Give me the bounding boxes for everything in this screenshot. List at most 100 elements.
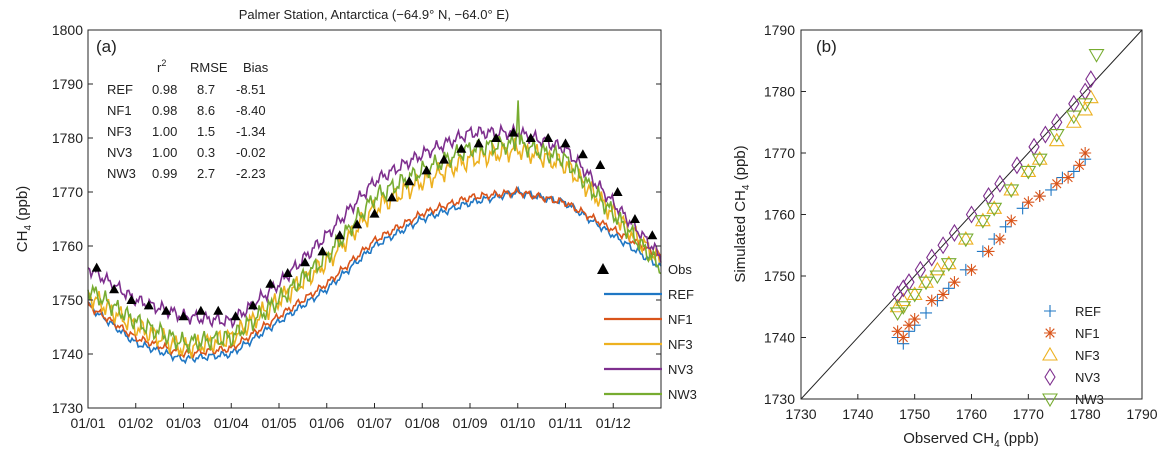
panel-b-one-to-one-line <box>800 29 1143 400</box>
panel-b-point-nw3 <box>1003 184 1020 198</box>
stats-cell: 0.3 <box>197 145 215 160</box>
panel-b-x-tick-label: 1780 <box>1070 406 1101 422</box>
panel-a-obs-marker <box>178 311 189 321</box>
panel-b-point-nf3 <box>1020 163 1037 177</box>
panel-a-obs-marker <box>161 305 172 315</box>
panel-a-obs-marker <box>491 133 502 142</box>
panel-b-point-nv3 <box>937 236 949 255</box>
legend-obs-label: Obs <box>668 262 692 277</box>
panel-a-y-tick-label: 1750 <box>52 292 83 308</box>
panel-b-point-nw3 <box>940 258 957 272</box>
panel-b-x-label-unit: (ppb) <box>1000 430 1039 447</box>
panel-a-x-tick-label: 01/06 <box>309 415 344 431</box>
panel-b-scatter-points <box>889 49 1105 350</box>
panel-b-point-nf3 <box>940 255 957 270</box>
panel-b-y-label-main: Simulated CH <box>732 190 749 283</box>
panel-a-x-tick-label: 01/07 <box>357 415 392 431</box>
stats-cell: NV3 <box>107 145 132 160</box>
panel-a-obs-marker <box>577 149 588 159</box>
legend-b-label-nw3: NW3 <box>1075 392 1104 407</box>
panel-b-point-nf3 <box>1048 132 1065 147</box>
panel-b-point-ref <box>1067 165 1080 178</box>
panel-b-point-nw3 <box>906 288 923 303</box>
panel-a-y-tick-label: 1770 <box>52 184 83 200</box>
panel-b-label: (b) <box>816 37 837 56</box>
panel-a-x-tick-label: 01/05 <box>261 415 296 431</box>
panel-b-point-nf1 <box>1033 190 1046 203</box>
panel-b-point-nf1 <box>891 325 904 338</box>
panel-b-y-tick-label: 1790 <box>764 22 795 38</box>
panel-b-x-label-sub: 4 <box>994 439 1000 450</box>
panel-a-obs-marker <box>543 133 554 142</box>
panel-b-y-tick-label: 1730 <box>764 391 795 407</box>
legend-b-label-ref: REF <box>1075 304 1101 319</box>
panel-a-obs-marker <box>525 133 536 142</box>
panel-a-x-tick-label: 01/10 <box>500 415 535 431</box>
panel-a-obs-marker <box>247 300 258 310</box>
panel-b-x-tick-label: 1770 <box>1013 406 1044 422</box>
legend-b-label-nf3: NF3 <box>1075 348 1100 363</box>
panel-a-obs-marker <box>334 230 345 240</box>
stats-cell: 8.7 <box>197 82 215 97</box>
stats-cell: -2.23 <box>236 166 266 181</box>
panel-a-y-tick-label: 1800 <box>52 22 83 38</box>
panel-b-point-nw3 <box>895 301 912 315</box>
panel-b-point-nv3 <box>948 223 961 242</box>
panel-a-obs-marker <box>438 154 449 164</box>
stats-cell: 1.00 <box>152 124 177 139</box>
panel-b-point-nv3 <box>1068 94 1080 113</box>
panel-a-obs-marker <box>230 311 241 321</box>
panel-b-point-nw3 <box>929 270 946 285</box>
panel-b-point-nf1 <box>925 294 938 307</box>
panel-a-stats-table: r2 RMSE Bias REF 0.98 8.7 -8.51 NF1 0.98 8.6 -8.40… <box>107 58 269 181</box>
panel-a-obs-marker <box>421 165 432 175</box>
panel-b-y-tick-label: 1750 <box>764 268 795 284</box>
stats-cell: REF <box>107 82 133 97</box>
panel-a-obs-marker <box>404 176 415 186</box>
legend-label-nf3: NF3 <box>668 337 693 352</box>
panel-b-point-nf1 <box>897 331 910 344</box>
panel-b-point-nf3 <box>918 274 934 288</box>
panel-b-point-nw3 <box>986 202 1003 217</box>
panel-a-obs-marker <box>386 192 397 202</box>
panel-b-point-nw3 <box>889 307 906 321</box>
panel-b-x-tick-label: 1730 <box>785 406 816 422</box>
stats-cell: 0.99 <box>152 166 177 181</box>
stats-cell: -1.34 <box>236 124 266 139</box>
panel-b-point-nf1 <box>1050 177 1063 190</box>
panel-a-chart: Palmer Station, Antarctica (−64.9° N, −6… <box>14 7 697 431</box>
panel-b-point-nf1 <box>1062 171 1075 184</box>
panel-a-x-tick-label: 01/11 <box>549 415 583 431</box>
legend-b-marker-nw3 <box>1042 393 1058 408</box>
panel-a-obs-marker <box>317 246 328 256</box>
panel-b-y-axis-label: Simulated CH4 (ppb) <box>732 145 752 282</box>
panel-b-point-nf1 <box>1005 214 1018 227</box>
stats-cell: 0.98 <box>152 103 177 118</box>
panel-a-obs-marker <box>91 262 102 272</box>
panel-b-y-tick-label: 1770 <box>764 145 795 161</box>
panel-b-point-ref <box>920 306 933 319</box>
stats-header-bias: Bias <box>243 60 269 75</box>
panel-a-obs-marker <box>612 187 623 196</box>
panel-b-point-nf3 <box>929 261 946 276</box>
panel-a-obs-marker <box>473 138 484 148</box>
panel-a-y-label-main: CH <box>14 231 31 253</box>
panel-a-obs-marker <box>282 268 293 277</box>
panel-a-obs-marker <box>143 300 154 310</box>
panel-b-point-nv3 <box>1039 125 1052 144</box>
panel-a-label: (a) <box>96 37 117 56</box>
panel-a-series-lines <box>87 100 662 365</box>
panel-a-y-axis-label: CH4 (ppb) <box>14 186 34 252</box>
panel-a-x-tick-label: 01/03 <box>166 415 201 431</box>
panel-a-x-tick-label: 01/09 <box>452 415 487 431</box>
panel-a-obs-marker <box>352 219 363 229</box>
panel-b-x-axis-label: Observed CH4 (ppb) <box>903 430 1039 450</box>
panel-b-point-nf1 <box>937 288 950 301</box>
panel-b-y-label-unit: (ppb) <box>732 145 749 184</box>
legend-b-label-nf1: NF1 <box>1075 326 1100 341</box>
panel-b-point-nv3 <box>1011 156 1023 175</box>
panel-b-point-nv3 <box>1051 113 1063 132</box>
panel-b-point-nv3 <box>982 187 995 206</box>
panel-b-y-label-sub: 4 <box>741 184 752 190</box>
panel-a-title: Palmer Station, Antarctica (−64.9° N, −6… <box>239 7 510 22</box>
